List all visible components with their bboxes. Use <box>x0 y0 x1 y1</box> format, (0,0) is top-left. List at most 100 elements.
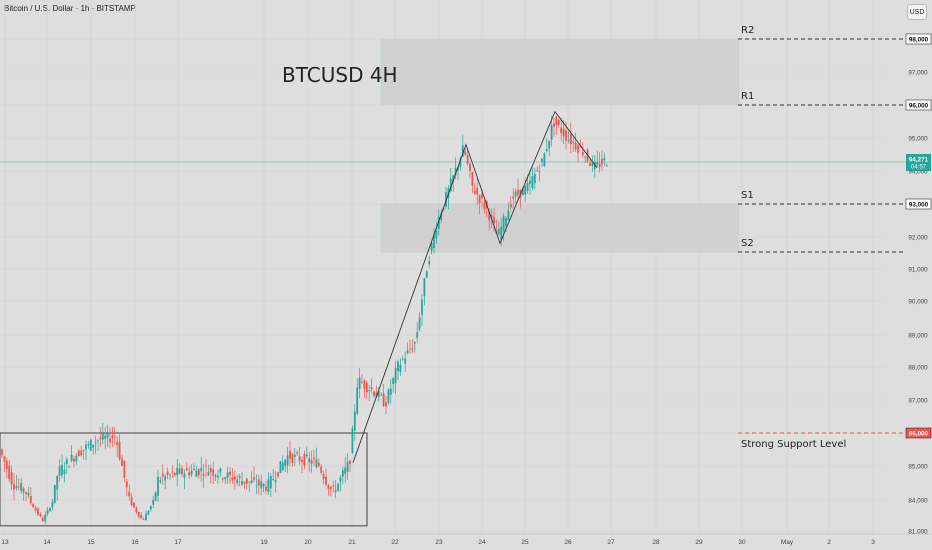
candle-body <box>121 458 123 466</box>
candle-body <box>267 479 270 492</box>
price-tick: 88,000 <box>908 365 928 372</box>
time-tick: 14 <box>43 539 51 546</box>
candle-body <box>560 127 563 134</box>
candle-body <box>569 133 572 145</box>
candle-body <box>231 477 234 481</box>
candle-body <box>272 479 275 480</box>
last-price-label: 94,271 <box>909 157 929 164</box>
time-tick: 17 <box>174 539 182 546</box>
time-tick: 29 <box>695 539 703 546</box>
time-tick: 30 <box>738 539 746 546</box>
range-box <box>0 432 368 527</box>
candle-body <box>598 163 601 168</box>
candle-body <box>526 183 529 191</box>
candle-body <box>97 440 99 442</box>
candle-body <box>106 432 109 438</box>
candle-body <box>207 471 210 476</box>
candle-body <box>70 454 73 461</box>
candle-body <box>195 470 198 477</box>
price-tick: 89,000 <box>908 333 928 340</box>
candle-body <box>166 471 169 475</box>
candle-body <box>404 358 407 364</box>
currency-scale-button[interactable]: USD <box>907 4 927 20</box>
candle-body <box>308 458 311 463</box>
candle-body <box>509 204 512 208</box>
candle-body <box>25 492 27 494</box>
candle-body <box>581 151 584 156</box>
candle-body <box>281 462 284 471</box>
candle-body <box>202 474 205 476</box>
candle-body <box>375 392 378 397</box>
candle-body <box>565 130 567 141</box>
price-tag-label: 96,000 <box>909 103 929 110</box>
time-tick: 21 <box>348 539 356 546</box>
candle-body <box>277 472 279 477</box>
level-label: S1 <box>741 190 754 201</box>
candle-body <box>380 394 383 396</box>
candle-body <box>20 483 23 492</box>
candle-body <box>130 497 133 506</box>
candle-body <box>553 123 555 127</box>
candle-body <box>260 481 263 489</box>
candle-body <box>327 484 330 489</box>
candle-body <box>392 378 395 385</box>
candle-body <box>305 454 308 456</box>
time-tick: 23 <box>435 539 443 546</box>
countdown-label: 04:57 <box>911 165 927 171</box>
candle-body <box>15 486 18 489</box>
candle-body <box>176 467 179 476</box>
candle-body <box>22 488 25 493</box>
candle-body <box>423 278 426 296</box>
level-label: R2 <box>741 25 754 36</box>
level-label: Strong Support Level <box>741 439 846 450</box>
price-tick: 94,000 <box>908 169 928 176</box>
candle-body <box>505 218 507 227</box>
candle-body <box>265 486 267 491</box>
time-tick: 25 <box>521 539 529 546</box>
candle-body <box>133 502 135 508</box>
candle-body <box>200 468 203 472</box>
candle-body <box>361 381 363 383</box>
candle-body <box>269 476 272 489</box>
candle-body <box>226 472 229 478</box>
candle-body <box>296 452 299 454</box>
candle-body <box>344 467 347 474</box>
price-zone <box>380 203 740 253</box>
time-tick: 28 <box>652 539 660 546</box>
candle-body <box>85 444 87 450</box>
price-tick: 92,000 <box>908 235 928 242</box>
candle-body <box>149 506 152 510</box>
candle-body <box>416 332 419 338</box>
candle-body <box>217 475 219 478</box>
candle-body <box>159 480 162 483</box>
candle-body <box>101 433 104 440</box>
candle-body <box>56 476 59 490</box>
candle-body <box>346 461 349 472</box>
candle-body <box>212 469 215 476</box>
candle-body <box>303 454 306 466</box>
candle-body <box>77 450 80 457</box>
candle-body <box>73 458 75 462</box>
candle-body <box>68 466 71 468</box>
candle-body <box>541 158 543 162</box>
candle-body <box>315 459 318 468</box>
candle-body <box>104 435 107 439</box>
candle-body <box>397 361 399 372</box>
candle-body <box>514 191 517 197</box>
candle-body <box>589 163 591 166</box>
candle-body <box>517 189 519 195</box>
candle-body <box>425 271 428 278</box>
candle-body <box>430 242 433 251</box>
candle-body <box>531 176 534 188</box>
candle-body <box>373 391 375 396</box>
candle-body <box>337 483 339 491</box>
price-tick: 81,000 <box>908 529 928 536</box>
candle-body <box>399 364 402 372</box>
candle-body <box>279 461 282 473</box>
candle-body <box>512 196 515 199</box>
candle-body <box>543 153 546 167</box>
candle-body <box>358 377 361 389</box>
candle-body <box>46 509 49 515</box>
candle-body <box>10 472 13 485</box>
